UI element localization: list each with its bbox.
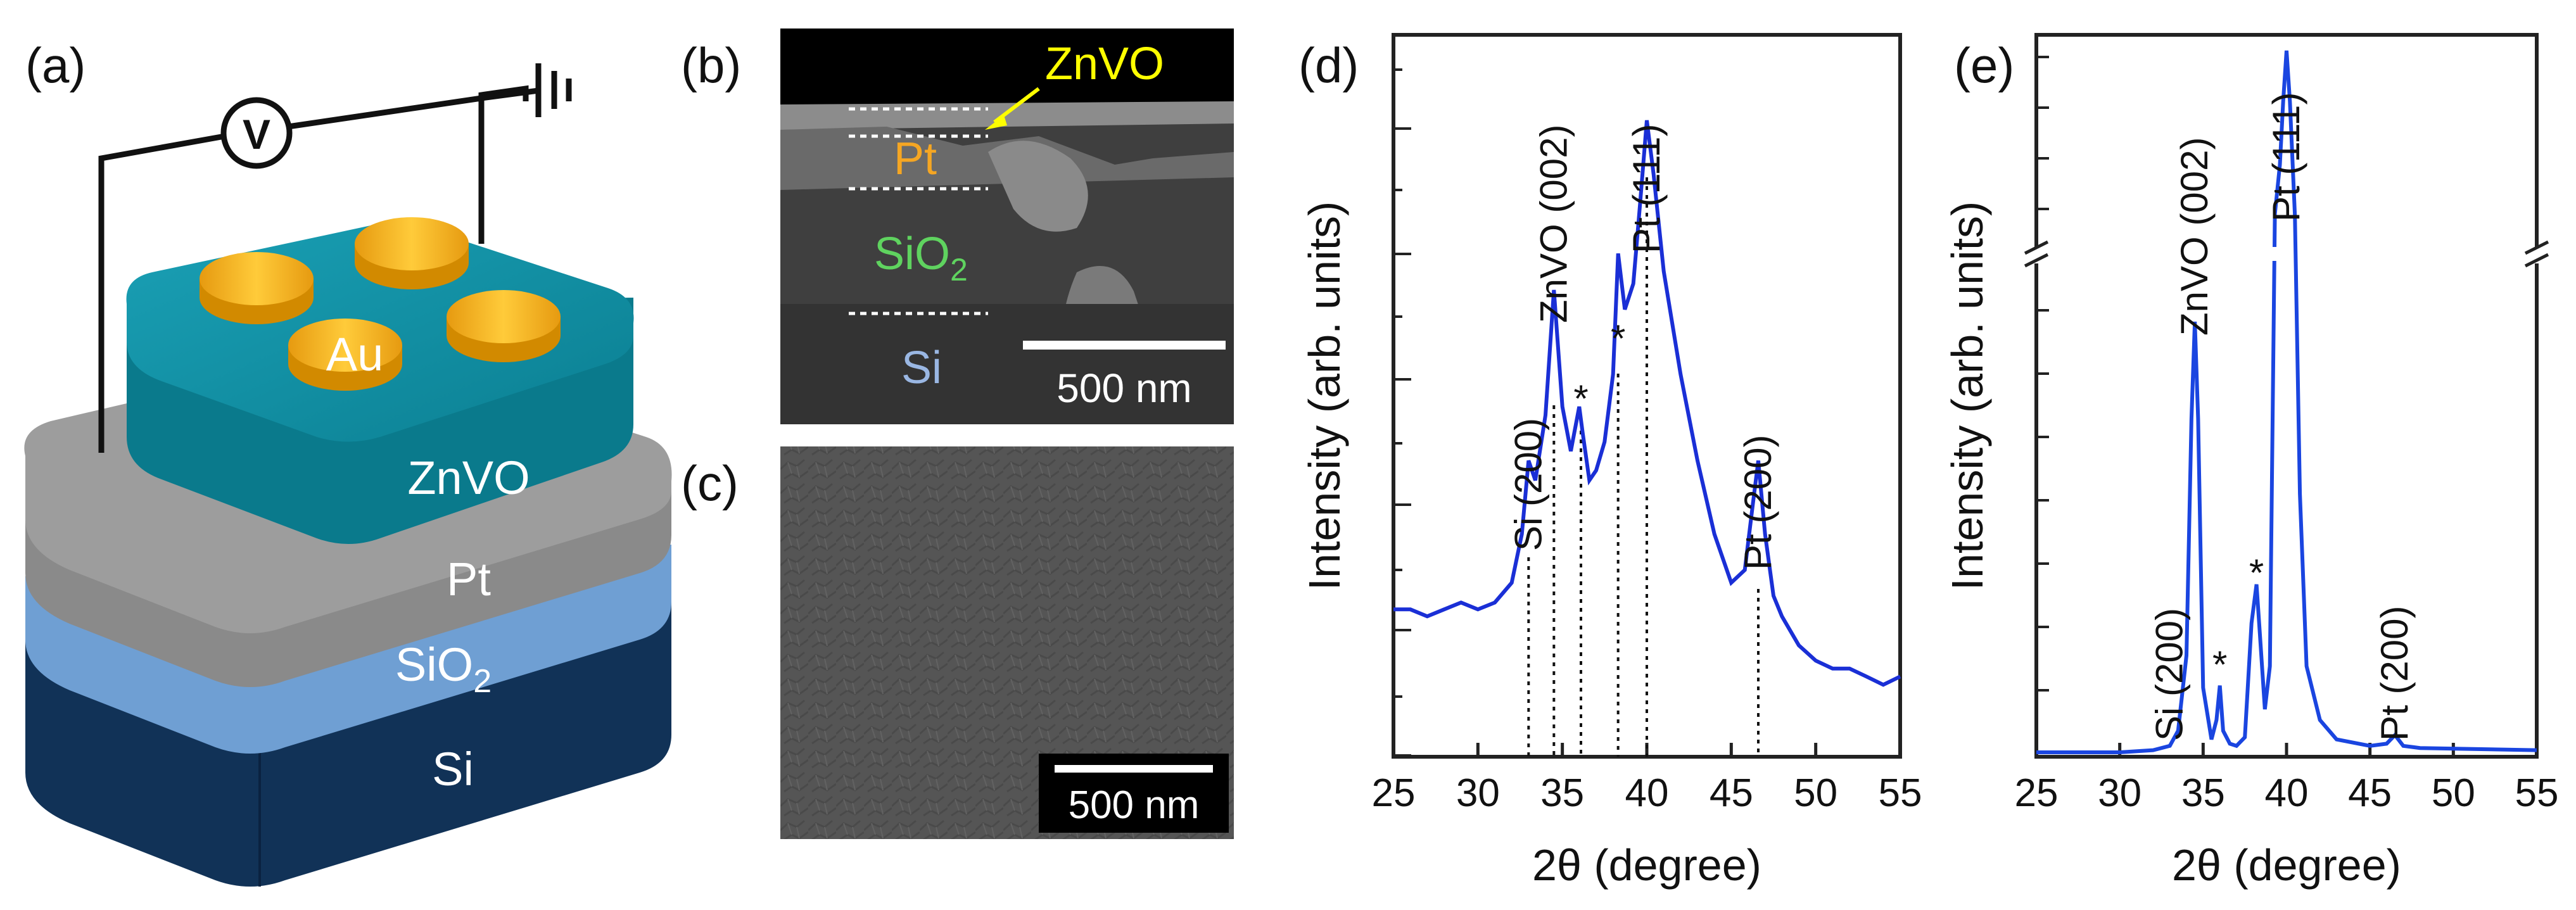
d-x-tick-label: 25 (1372, 771, 1416, 815)
pt-layer-label: Pt (447, 553, 491, 605)
d-peak-marker: * (1573, 377, 1588, 420)
chart-e-y-ticks (2036, 56, 2049, 692)
znvo-layer-label: ZnVO (407, 452, 530, 504)
sem-znvo-label: ZnVO (1045, 39, 1164, 89)
d-x-tick-label: 40 (1625, 771, 1669, 815)
chart-e-y-axis-label: Intensity (arb. units) (1943, 201, 1992, 591)
scale-bar-c-label: 500 nm (1069, 783, 1200, 827)
e-x-tick-label: 30 (2098, 771, 2141, 815)
d-x-tick-label: 55 (1879, 771, 1922, 815)
d-x-tick-label: 30 (1456, 771, 1500, 815)
panel-d-label: (d) (1298, 37, 1359, 93)
au-pad-2 (355, 217, 469, 289)
e-x-tick-label: 35 (2181, 771, 2225, 815)
au-pad-1 (200, 252, 314, 324)
scale-bar-c (1055, 765, 1213, 773)
panel-a-device-schematic: (a) Si SiO2 Pt ZnVO (24, 37, 672, 887)
e-peak-label: Pt (111) (2265, 92, 2307, 222)
d-x-tick-label: 45 (1710, 771, 1753, 815)
scale-bar-b (1023, 341, 1226, 350)
d-x-tick-label: 35 (1540, 771, 1584, 815)
scale-bar-b-label: 500 nm (1056, 365, 1191, 411)
d-peak-label: Si (200) (1507, 418, 1549, 551)
d-peak-label: ZnVO (002) (1532, 125, 1575, 323)
sio2-layer-label: SiO (395, 638, 473, 691)
sem-pt-label: Pt (894, 134, 937, 184)
e-peak-label: Pt (200) (2373, 606, 2416, 741)
sem-sio2-label: SiO (874, 229, 950, 279)
znvo-arrow (993, 87, 1040, 124)
panel-c-label: (c) (681, 455, 739, 511)
chart-d-y-ticks (1393, 68, 1411, 757)
e-x-tick-label: 55 (2515, 771, 2559, 815)
e-peak-label: ZnVO (002) (2173, 137, 2216, 336)
d-peak-label: Pt (111) (1625, 123, 1668, 253)
chart-d-y-axis-label: Intensity (arb. units) (1300, 201, 1349, 591)
e-x-tick-label: 40 (2265, 771, 2309, 815)
chart-d: (d) 25 30 35 40 45 50 55 Si (200) ZnVO (002) * * P… (1298, 33, 1922, 890)
au-pad-4 (447, 290, 561, 362)
ground-icon (535, 63, 572, 117)
e-peak-label: Si (200) (2148, 608, 2191, 741)
chart-e: (e) 25 30 35 40 45 50 55 Si (200) ZnVO (002) * * P… (1943, 33, 2559, 890)
d-peak-marker: * (1611, 317, 1625, 360)
e-x-tick-label: 50 (2432, 771, 2475, 815)
svg-text:SiO2: SiO2 (395, 638, 492, 700)
e-peak-marker: * (2249, 552, 2264, 594)
si-layer-label: Si (432, 743, 474, 795)
chart-d-x-axis-label: 2θ (degree) (1532, 840, 1761, 890)
au-pad-3 (288, 319, 402, 391)
sem-si-label: Si (901, 343, 942, 393)
svg-text:SiO2: SiO2 (874, 229, 968, 288)
au-pad-label: Au (326, 328, 384, 381)
voltmeter-label: V (243, 111, 270, 158)
chart-e-series-line (2036, 50, 2537, 754)
sem-sio2-subscript: 2 (950, 252, 968, 288)
voltmeter-icon: V (220, 97, 293, 169)
e-x-tick-label: 25 (2015, 771, 2059, 815)
e-x-tick-label: 45 (2348, 771, 2392, 815)
chart-e-x-axis-label: 2θ (degree) (2172, 840, 2401, 890)
d-peak-label: Pt (200) (1737, 435, 1779, 570)
left-probe-wire (98, 133, 225, 453)
panel-c-surface-sem: (c) 500 nm (681, 446, 1234, 839)
panel-a-label: (a) (25, 37, 86, 93)
sio2-layer-subscript: 2 (473, 663, 492, 700)
panel-e-label: (e) (1954, 37, 2014, 93)
e-peak-marker: * (2212, 643, 2227, 686)
chart-d-series-line (1393, 120, 1901, 687)
axis-break-marks (2024, 240, 2549, 268)
panel-b-cross-section-sem: (b) ZnVO Pt SiO2 Si 500 nm (681, 28, 1234, 424)
d-x-tick-label: 50 (1794, 771, 1837, 815)
panel-b-label: (b) (681, 37, 741, 93)
